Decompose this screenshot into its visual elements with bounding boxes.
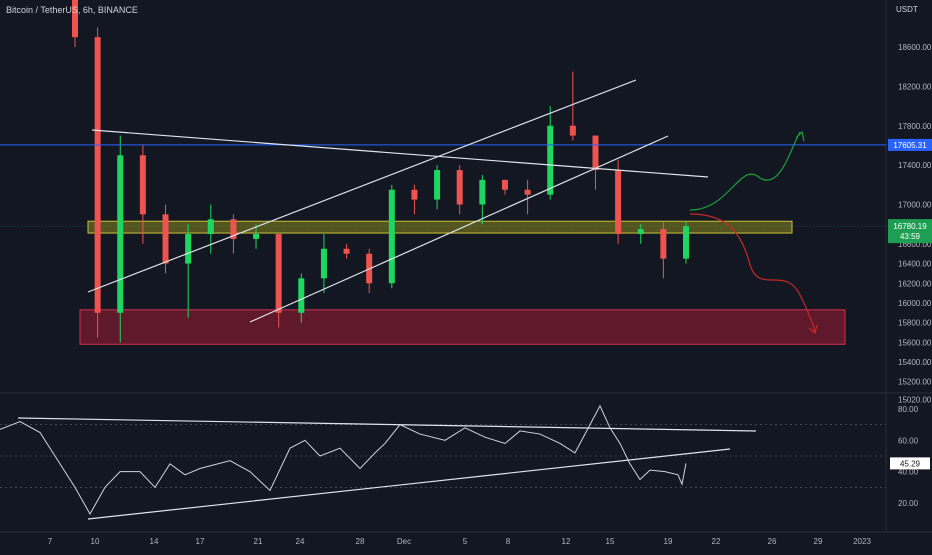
time-tick-label: 14: [150, 537, 159, 546]
time-tick-label: 24: [296, 537, 305, 546]
trendlines: [0, 79, 886, 335]
time-tick-label: 2023: [853, 537, 871, 546]
green-arrowhead: [795, 130, 805, 142]
blue-level-label: 17605.31: [893, 141, 927, 150]
rsi-tick-label: 20.00: [898, 499, 919, 508]
yellow-support-zone: [87, 220, 793, 234]
time-tick-label: 5: [463, 537, 468, 546]
channel-upper-line: [87, 79, 637, 293]
countdown-label: 43:59: [900, 232, 921, 241]
price-tick-label: 15600.00: [898, 338, 932, 347]
grid: [0, 0, 932, 533]
candle-body: [637, 229, 644, 235]
rsi-line: [0, 404, 687, 515]
candle-body: [94, 37, 101, 313]
candle-body: [320, 248, 327, 279]
candle-body: [139, 155, 146, 215]
time-tick-label: 28: [356, 537, 365, 546]
red-arrowhead: [808, 324, 818, 335]
candles: [72, 0, 689, 343]
time-tick-label: 22: [712, 537, 721, 546]
candle-body: [501, 179, 508, 190]
price-tick-label: 15200.00: [898, 378, 932, 387]
time-tick-label: 17: [196, 537, 205, 546]
time-tick-label: Dec: [397, 537, 411, 546]
axes: 18600.00 18200.00 17800.00 17400.00 17000.00…: [48, 43, 932, 546]
rsi-tick-label: 80.00: [898, 405, 919, 414]
price-unit: USDT: [896, 5, 918, 14]
candle-body: [72, 0, 78, 38]
chart-title: Bitcoin / TetherUS, 6h, BINANCE: [6, 5, 138, 15]
candle-body: [411, 189, 418, 200]
price-tick-label: 17000.00: [898, 201, 932, 210]
time-tick-label: 8: [506, 537, 511, 546]
time-tick-label: 12: [562, 537, 571, 546]
price-tick-label: 16000.00: [898, 299, 932, 308]
channel-lower-line: [249, 135, 669, 323]
red-demand-zone: [79, 309, 846, 345]
rsi-current-label-bg: [890, 457, 930, 470]
rsi-lower-trendline: [87, 448, 731, 520]
candle-body: [388, 189, 395, 284]
zones: [79, 220, 846, 345]
green-scenario-path: [689, 131, 801, 211]
candle-body: [162, 214, 169, 264]
time-tick-label: 26: [768, 537, 777, 546]
price-tick-label: 18600.00: [898, 43, 932, 52]
price-tick-label: 15800.00: [898, 319, 932, 328]
candle-body: [479, 179, 486, 205]
candle-body: [230, 219, 237, 239]
candle-body: [117, 155, 124, 313]
candle-body: [569, 125, 576, 136]
time-tick-label: 7: [48, 537, 53, 546]
price-tick-label: 16400.00: [898, 260, 932, 269]
candle-body: [456, 170, 463, 205]
blue-level-label-bg: [888, 138, 932, 151]
current-price-label: 16780.19: [893, 222, 927, 231]
candle-body: [434, 170, 441, 200]
candle-body: [207, 219, 214, 235]
current-price-label-bg: [888, 219, 932, 244]
candle-body: [185, 234, 192, 264]
red-scenario-path: [689, 213, 816, 333]
time-tick-label: 10: [91, 537, 100, 546]
price-tick-label: 16200.00: [898, 279, 932, 288]
candle-body: [615, 170, 622, 235]
candle-body: [524, 189, 531, 195]
candle-body: [343, 248, 350, 254]
candle-body: [592, 135, 599, 171]
time-tick-label: 21: [254, 537, 263, 546]
rsi-current-label: 45.29: [900, 459, 921, 468]
candle-body: [253, 234, 260, 239]
price-tick-label: 16600.00: [898, 240, 932, 249]
time-tick-label: 29: [814, 537, 823, 546]
rsi-tick-label: 40.00: [898, 468, 919, 477]
price-tick-label: 15020.00: [898, 395, 932, 404]
candle-body: [660, 229, 667, 259]
candle-body: [298, 278, 305, 313]
rsi-upper-trendline: [17, 417, 757, 432]
rsi-pane: [0, 404, 886, 520]
time-tick-label: 15: [606, 537, 615, 546]
candle-body: [275, 234, 282, 313]
time-tick-label: 19: [664, 537, 673, 546]
descending-trendline: [91, 129, 709, 178]
price-tick-label: 17800.00: [898, 122, 932, 131]
rsi-tick-label: 60.00: [898, 436, 919, 445]
price-tick-label: 15400.00: [898, 358, 932, 367]
candle-body: [683, 226, 689, 259]
price-tick-label: 18200.00: [898, 82, 932, 91]
price-tick-label: 17400.00: [898, 161, 932, 170]
candle-body: [547, 125, 554, 195]
